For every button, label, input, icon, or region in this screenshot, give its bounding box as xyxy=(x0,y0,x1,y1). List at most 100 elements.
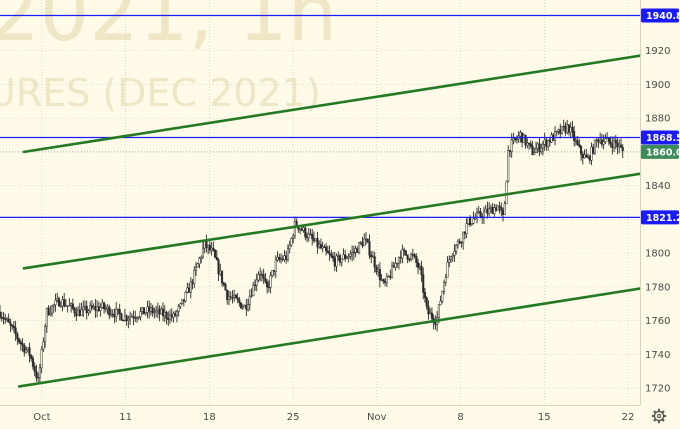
candle-body xyxy=(269,275,272,288)
candle-body xyxy=(326,250,329,254)
candle-body xyxy=(162,308,165,317)
candle-body xyxy=(252,284,255,297)
candle-body xyxy=(200,256,203,259)
candle-body xyxy=(404,250,407,256)
candle-body xyxy=(340,258,343,263)
candle-body xyxy=(423,292,427,298)
candle-body xyxy=(316,238,319,248)
candle-body xyxy=(156,308,159,311)
candle-body xyxy=(382,279,385,282)
candle-body xyxy=(413,254,416,257)
candle-body xyxy=(363,238,366,247)
candle-body xyxy=(11,324,14,327)
candle-body xyxy=(302,227,305,231)
candle-body xyxy=(311,234,314,239)
settings-gear-icon[interactable] xyxy=(651,408,667,424)
candle-body xyxy=(361,242,364,247)
x-tick-label: 8 xyxy=(457,412,463,423)
candle-body xyxy=(35,371,38,379)
candle-body xyxy=(602,141,605,145)
candle-body xyxy=(411,254,414,256)
candle-body xyxy=(172,313,175,318)
candle-body xyxy=(85,305,88,314)
candle-body xyxy=(30,355,33,359)
candle-body xyxy=(507,150,510,182)
candle-body xyxy=(371,256,374,258)
candle-body xyxy=(595,139,598,141)
candle-body xyxy=(123,315,126,321)
candle-body xyxy=(349,254,352,257)
candle-body xyxy=(215,256,218,261)
candle-body xyxy=(167,318,170,321)
candle-body xyxy=(342,254,345,260)
candle-body xyxy=(127,318,130,321)
candle-body xyxy=(514,138,517,140)
candle-body xyxy=(529,143,532,147)
candle-body xyxy=(229,296,232,298)
candle-body xyxy=(155,310,158,313)
candle-body xyxy=(420,265,423,275)
candle-body xyxy=(488,208,491,214)
candle-body xyxy=(548,140,551,143)
candle-body xyxy=(462,231,465,243)
candle-body xyxy=(262,274,265,279)
candle-body xyxy=(188,287,191,293)
x-tick-label: 18 xyxy=(203,412,216,423)
candle-body xyxy=(158,308,161,315)
candle-body xyxy=(522,134,525,143)
candle-body xyxy=(49,312,52,315)
candle-body xyxy=(503,203,506,215)
candle-body xyxy=(279,258,283,261)
y-tick-label: 1780 xyxy=(645,282,670,293)
candle-body xyxy=(351,251,354,255)
candle-body xyxy=(16,333,19,340)
candle-body xyxy=(236,297,239,301)
candle-body xyxy=(501,210,505,215)
candle-body xyxy=(2,317,5,320)
candle-body xyxy=(106,306,109,309)
candle-body xyxy=(189,281,192,293)
candle-body xyxy=(470,222,473,225)
candle-body xyxy=(354,248,357,253)
candle-body xyxy=(14,327,17,335)
candle-body xyxy=(392,265,395,268)
candle-body xyxy=(586,156,590,158)
candle-body xyxy=(220,270,224,284)
candle-body xyxy=(255,279,258,286)
candle-body xyxy=(160,308,163,315)
candle-body xyxy=(562,125,565,128)
candle-body xyxy=(543,139,546,145)
candle-body xyxy=(33,366,36,372)
x-tick-label: 11 xyxy=(119,412,132,423)
candle-body xyxy=(370,254,373,258)
x-tick-label: Oct xyxy=(33,412,50,423)
candle-body xyxy=(312,238,316,242)
candle-body xyxy=(31,358,35,367)
candle-body xyxy=(28,347,31,356)
level-tag: 1868.5 xyxy=(646,133,680,144)
candle-body xyxy=(345,257,348,259)
candle-body xyxy=(319,244,322,249)
candle-body xyxy=(583,154,586,159)
y-tick-label: 1880 xyxy=(645,114,670,125)
candle-body xyxy=(208,244,211,251)
candle-body xyxy=(97,306,100,312)
candle-body xyxy=(153,311,156,314)
watermark-contract: URES (DEC 2021) xyxy=(0,71,321,115)
candle-body xyxy=(108,306,111,316)
candle-body xyxy=(387,275,390,278)
candle-body xyxy=(566,124,569,133)
candle-body xyxy=(403,249,406,251)
candle-body xyxy=(77,309,80,317)
candle-body xyxy=(611,143,614,148)
candle-body xyxy=(182,299,185,302)
candle-body xyxy=(344,254,347,259)
candle-body xyxy=(224,284,227,291)
candle-body xyxy=(567,124,570,133)
candle-body xyxy=(515,138,518,141)
candle-body xyxy=(323,246,326,248)
candle-body xyxy=(52,304,55,307)
candle-body xyxy=(78,309,81,316)
candle-body xyxy=(82,306,85,310)
